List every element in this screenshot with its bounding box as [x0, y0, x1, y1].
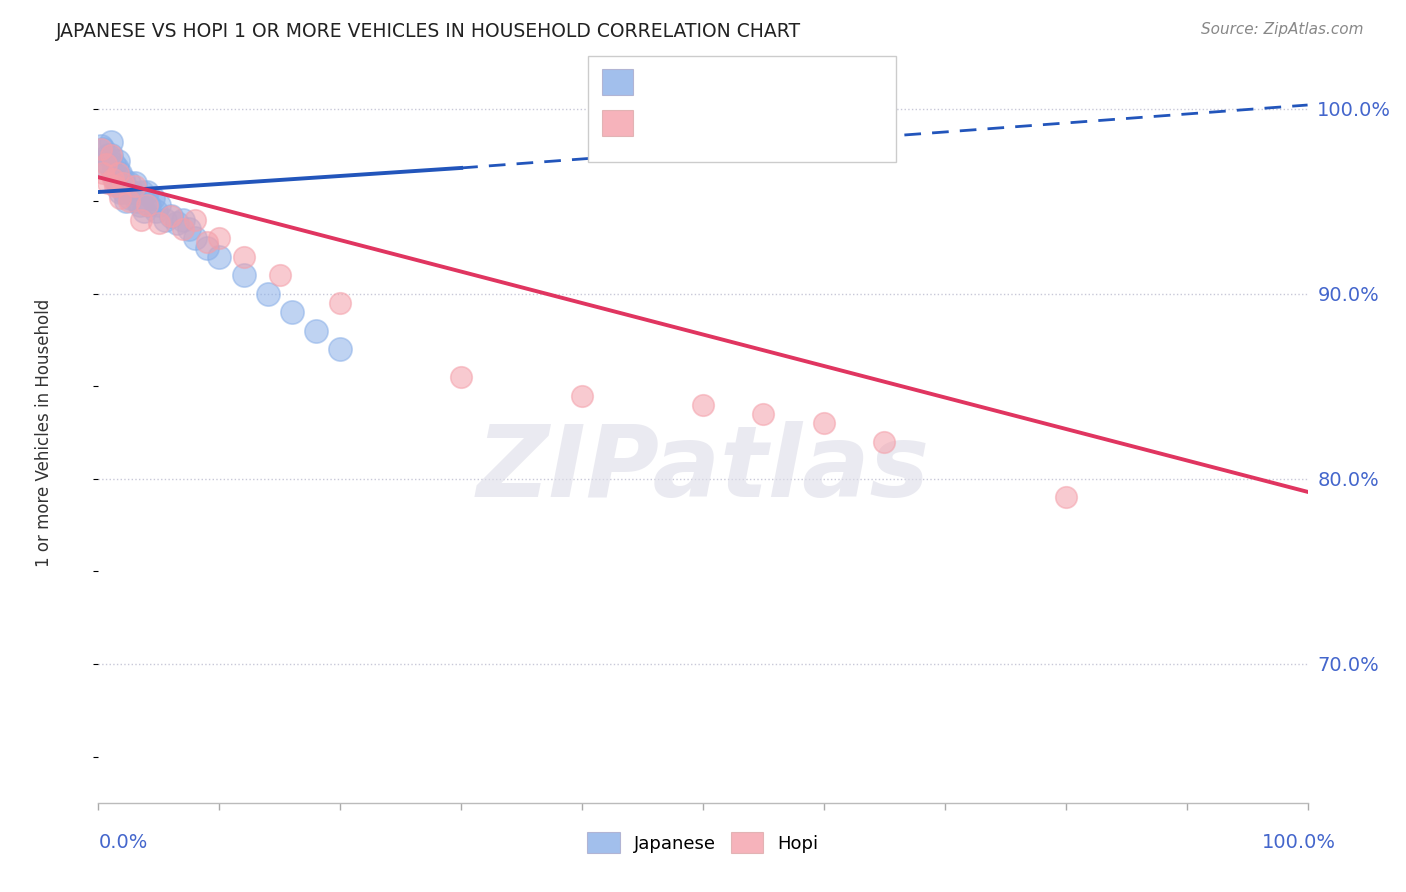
Point: [1054, 491, 1077, 505]
Text: R = -0.365: R = -0.365: [644, 113, 741, 131]
Text: 100.0%: 100.0%: [1261, 833, 1336, 853]
Point: [153, 212, 176, 227]
Point: [131, 185, 153, 199]
Point: [172, 212, 194, 227]
Point: [160, 209, 183, 223]
Point: [104, 172, 127, 186]
Point: [134, 203, 156, 218]
Text: ZIPatlas: ZIPatlas: [477, 421, 929, 518]
Point: [281, 305, 304, 319]
Point: [108, 179, 131, 194]
Point: [179, 222, 201, 236]
Point: [129, 212, 152, 227]
Point: [110, 176, 132, 190]
Point: [195, 235, 218, 249]
Point: [100, 135, 122, 149]
Point: [118, 194, 141, 209]
Text: 0.156: 0.156: [696, 72, 752, 90]
Point: [100, 148, 122, 162]
Point: [692, 398, 714, 412]
Point: [305, 324, 328, 338]
Point: [111, 176, 134, 190]
Text: 1 or more Vehicles in Household: 1 or more Vehicles in Household: [35, 299, 53, 566]
Point: [121, 185, 143, 199]
Point: [111, 172, 134, 186]
Point: [148, 198, 170, 212]
Text: Source: ZipAtlas.com: Source: ZipAtlas.com: [1201, 22, 1364, 37]
Point: [208, 250, 231, 264]
Point: [98, 157, 121, 171]
Point: [105, 176, 128, 190]
Point: [101, 172, 124, 186]
Point: [103, 157, 125, 171]
Point: [269, 268, 291, 283]
Point: [97, 176, 120, 190]
Point: [148, 217, 170, 231]
Point: [232, 250, 254, 264]
Point: [91, 166, 114, 180]
Point: [97, 148, 120, 162]
Point: [112, 185, 135, 199]
Point: [128, 198, 150, 212]
Point: [752, 407, 775, 421]
Point: [145, 203, 167, 218]
Point: [105, 161, 128, 175]
Point: [91, 143, 114, 157]
Point: [127, 194, 149, 209]
Point: [107, 153, 129, 168]
Point: [571, 389, 593, 403]
Point: [101, 166, 124, 180]
Point: [184, 212, 207, 227]
Point: [195, 240, 218, 254]
Point: [184, 231, 207, 245]
Point: [124, 176, 146, 190]
Text: R =: R =: [644, 72, 678, 90]
Point: [172, 222, 194, 236]
Text: N = 48: N = 48: [756, 72, 824, 90]
Point: [329, 343, 352, 357]
Point: [135, 185, 157, 199]
Point: [256, 286, 278, 301]
Point: [142, 190, 165, 204]
Point: [114, 179, 136, 194]
Text: 0.0%: 0.0%: [98, 833, 148, 853]
Point: [93, 153, 115, 168]
Point: [138, 198, 160, 212]
Point: [124, 179, 146, 194]
Point: [232, 268, 254, 283]
Point: [94, 157, 117, 171]
Point: [166, 217, 188, 231]
Point: [329, 296, 352, 310]
Point: [118, 176, 141, 190]
Point: [108, 185, 131, 199]
Point: [118, 190, 141, 204]
Text: JAPANESE VS HOPI 1 OR MORE VEHICLES IN HOUSEHOLD CORRELATION CHART: JAPANESE VS HOPI 1 OR MORE VEHICLES IN H…: [56, 22, 801, 41]
Legend: Japanese, Hopi: Japanese, Hopi: [581, 825, 825, 861]
Point: [115, 194, 138, 209]
Text: N = 30: N = 30: [756, 113, 824, 131]
Point: [90, 138, 112, 153]
Point: [104, 179, 127, 194]
Point: [96, 161, 118, 175]
Point: [108, 190, 131, 204]
Point: [108, 166, 131, 180]
Point: [135, 198, 157, 212]
Point: [873, 434, 896, 449]
Point: [450, 370, 472, 384]
Point: [107, 166, 129, 180]
Point: [208, 231, 231, 245]
Point: [813, 417, 835, 431]
Point: [90, 143, 112, 157]
Point: [100, 148, 122, 162]
Point: [160, 209, 183, 223]
